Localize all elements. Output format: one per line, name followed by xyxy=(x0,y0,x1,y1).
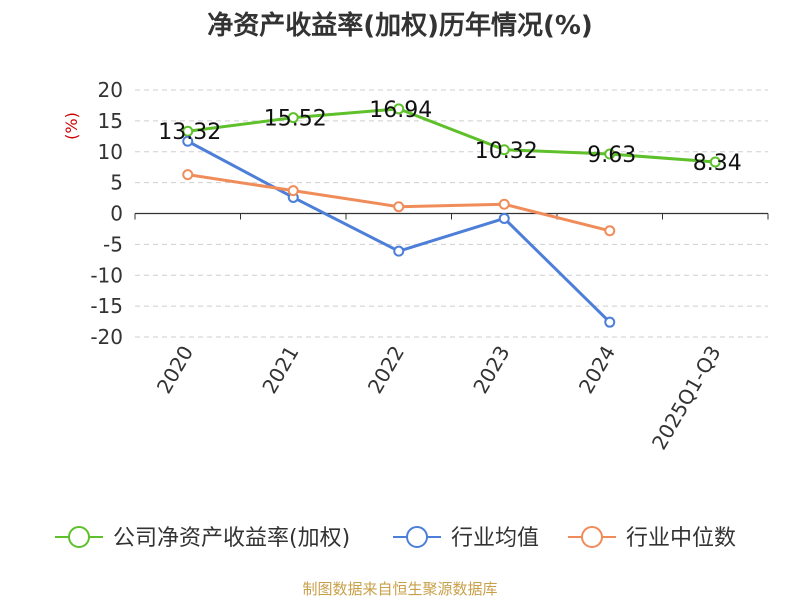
y-tick-label: -15 xyxy=(90,294,123,318)
x-tick-label: 2024 xyxy=(574,342,620,398)
legend-swatch-marker xyxy=(68,526,90,548)
data-label: 8.34 xyxy=(693,151,742,176)
data-point xyxy=(604,316,616,328)
x-axis: 2020 2021 2022 2023 2024 2025Q1-Q3 xyxy=(134,212,769,454)
data-point xyxy=(182,125,194,137)
y-tick-label: 20 xyxy=(98,78,123,102)
data-labels: 13.32 15.52 16.94 10.32 9.63 8.34 xyxy=(158,98,741,176)
source-note: 制图数据来自恒生聚源数据库 xyxy=(302,580,497,598)
data-label: 15.52 xyxy=(264,107,327,132)
y-tick-label: -5 xyxy=(103,232,123,256)
data-point xyxy=(709,156,721,168)
data-label: 16.94 xyxy=(369,98,432,123)
x-tick-label: 2022 xyxy=(363,342,409,398)
series-lines xyxy=(182,103,721,328)
x-tick-label: 2023 xyxy=(468,342,514,398)
data-label: 10.32 xyxy=(475,139,538,164)
data-point xyxy=(287,112,299,124)
data-point xyxy=(287,185,299,197)
legend-label: 行业中位数 xyxy=(626,526,736,551)
data-point xyxy=(498,198,510,210)
y-tick-label: 15 xyxy=(98,109,123,133)
data-point xyxy=(604,225,616,237)
y-tick-label: 5 xyxy=(110,171,123,195)
y-tick-labels: 20 15 10 5 0 -5 -10 -15 -20 xyxy=(90,78,123,349)
data-point xyxy=(498,144,510,156)
grid xyxy=(135,89,768,338)
x-tick-label: 2025Q1-Q3 xyxy=(647,342,726,454)
data-label: 9.63 xyxy=(587,143,636,168)
y-tick-label: 10 xyxy=(98,140,123,164)
legend-label: 公司净资产收益率(加权) xyxy=(113,526,350,551)
series-line xyxy=(187,107,716,164)
y-axis-label: (%) xyxy=(62,112,81,140)
legend-swatch-marker xyxy=(581,526,603,548)
legend-swatch-marker xyxy=(406,526,428,548)
series-line xyxy=(187,139,611,324)
legend-label: 行业均值 xyxy=(451,526,539,551)
data-point xyxy=(604,148,616,160)
y-tick-label: 0 xyxy=(110,202,123,226)
y-tick-label: -10 xyxy=(90,263,123,287)
x-tick-label: 2021 xyxy=(257,342,303,398)
data-point xyxy=(182,135,194,147)
data-point xyxy=(393,245,405,257)
data-point xyxy=(393,201,405,213)
data-point xyxy=(182,169,194,181)
legend: 公司净资产收益率(加权) 行业均值 行业中位数 xyxy=(55,526,736,551)
data-point xyxy=(393,103,405,115)
x-tick-label: 2020 xyxy=(152,342,198,398)
data-point xyxy=(498,212,510,224)
data-label: 13.32 xyxy=(158,120,221,145)
chart-title: 净资产收益率(加权)历年情况(%) xyxy=(207,10,593,41)
y-tick-label: -20 xyxy=(90,325,123,349)
